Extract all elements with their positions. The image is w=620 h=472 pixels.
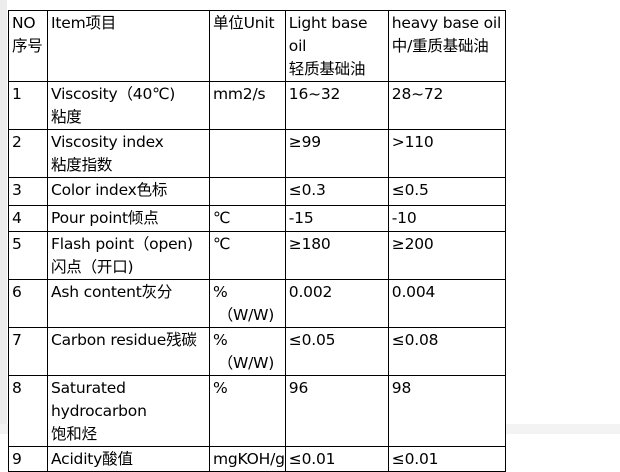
cell-item: Viscosity index 粘度指数	[47, 129, 210, 178]
table-row: 7 Carbon residue残碳% （W/W) ≤0.05 ≤0.08	[8, 327, 506, 376]
table-row: 6 Ash content灰分% （W/W) 0.002 0.004	[8, 279, 506, 328]
cell-unit: % （W/W)	[209, 279, 286, 328]
cell-unit: %	[209, 375, 286, 447]
page-margin	[0, 0, 7, 434]
cell-no: 1	[8, 81, 48, 130]
cell-no: 7	[8, 327, 48, 376]
cell-light-base-oil: 16~32	[284, 81, 389, 130]
cell-item: Flash point（open) 闪点（开口)	[47, 231, 210, 280]
cell-item: Viscosity（40℃) 粘度	[47, 81, 210, 130]
header-no: NO 序号	[8, 10, 48, 82]
cell-light-base-oil: ≥99	[284, 129, 389, 178]
cell-unit: % （W/W)	[209, 327, 286, 376]
cell-no: 3	[8, 177, 48, 206]
cell-no: 2	[8, 129, 48, 178]
table-row: 3 Color index色标 ≤0.3 ≤0.5	[8, 177, 506, 206]
header-row: NO 序号 Item项目 单位Unit Light base oil 轻质基础油 hea…	[8, 10, 506, 82]
table-row: 4 Pour point倾点 ℃ -15 -10	[8, 205, 506, 232]
cell-light-base-oil: 0.002	[284, 279, 389, 328]
cell-heavy-base-oil: 0.004	[387, 279, 506, 328]
cell-heavy-base-oil: 28~72	[387, 81, 506, 130]
cell-item: Pour point倾点	[47, 205, 210, 232]
cell-unit: ℃	[209, 205, 286, 232]
cell-light-base-oil: 96	[284, 375, 389, 447]
cell-item: Carbon residue残碳	[47, 327, 210, 376]
cell-light-base-oil: ≤0.3	[284, 177, 389, 206]
header-unit: 单位Unit	[209, 10, 286, 82]
cell-light-base-oil: ≤0.05	[284, 327, 389, 376]
cell-heavy-base-oil: -10	[387, 205, 506, 232]
cell-light-base-oil: ≤0.01	[284, 446, 389, 472]
table-row: 1 Viscosity（40℃) 粘度 mm2/s 16~32 28~72	[8, 81, 506, 130]
cell-unit	[209, 129, 286, 178]
header-heavy-base-oil: heavy base oil 中/重质基础油	[387, 10, 506, 82]
cell-unit: ℃	[209, 231, 286, 280]
table-row: 8 Saturated hydrocarbon 饱和烃% 96 98	[8, 375, 506, 447]
table-row: 9 Acidity酸值 mgKOH/g ≤0.01 ≤0.01	[8, 446, 506, 472]
cell-unit: mgKOH/g	[209, 446, 286, 472]
cell-item: Color index色标	[47, 177, 210, 206]
table-row: 2 Viscosity index 粘度指数 ≥99 >110	[8, 129, 506, 178]
base-oil-spec-table: NO 序号 Item项目 单位Unit Light base oil 轻质基础油 hea…	[8, 10, 506, 472]
cell-light-base-oil: -15	[284, 205, 389, 232]
cell-unit	[209, 177, 286, 206]
cell-no: 4	[8, 205, 48, 232]
cell-no: 6	[8, 279, 48, 328]
cell-item: Acidity酸值	[47, 446, 210, 472]
cell-no: 9	[8, 446, 48, 472]
cell-heavy-base-oil: 98	[387, 375, 506, 447]
cell-unit: mm2/s	[209, 81, 286, 130]
header-item: Item项目	[47, 10, 210, 82]
cell-heavy-base-oil: ≤0.5	[387, 177, 506, 206]
cell-heavy-base-oil: ≤0.01	[387, 446, 506, 472]
cell-item: Saturated hydrocarbon 饱和烃	[47, 375, 210, 447]
header-light-base-oil: Light base oil 轻质基础油	[284, 10, 389, 82]
cell-heavy-base-oil: ≥200	[387, 231, 506, 280]
cell-heavy-base-oil: ≤0.08	[387, 327, 506, 376]
cell-light-base-oil: ≥180	[284, 231, 389, 280]
cell-no: 5	[8, 231, 48, 280]
cell-item: Ash content灰分	[47, 279, 210, 328]
table-row: 5 Flash point（open) 闪点（开口) ℃ ≥180 ≥200	[8, 231, 506, 280]
cell-no: 8	[8, 375, 48, 447]
cell-heavy-base-oil: >110	[387, 129, 506, 178]
